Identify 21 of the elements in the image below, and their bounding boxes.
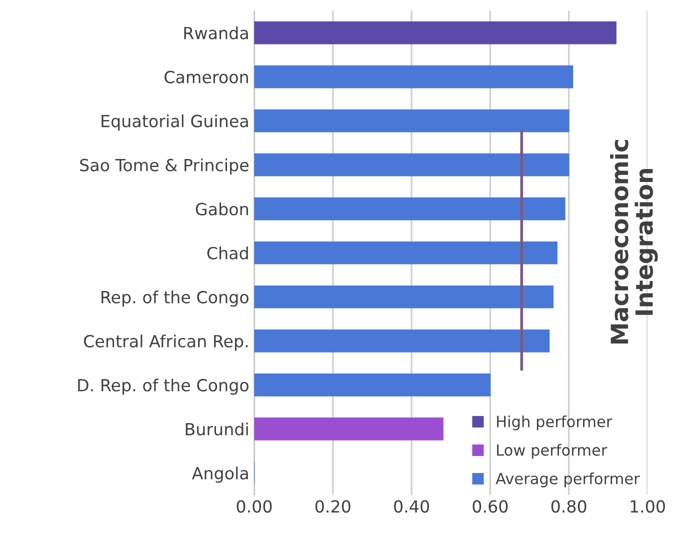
y-tick-label: D. Rep. of the Congo <box>78 378 248 395</box>
legend-label: Low performer <box>497 444 608 459</box>
x-tick-label: 0.80 <box>551 500 586 513</box>
text: Macroeconomic Integration <box>610 140 658 344</box>
x-tick-label: 0.40 <box>394 500 429 513</box>
x-tick-label: 0.20 <box>315 500 350 513</box>
y-tick-label: Rwanda <box>184 26 248 40</box>
y-tick-label: Burundi <box>186 422 248 436</box>
y-tick-label: Rep. of the Congo <box>102 290 248 307</box>
y-tick-label: Cameroon <box>164 70 248 84</box>
y-tick-label: Angola <box>192 466 248 483</box>
y-tick-label: Central African Rep. <box>84 334 248 351</box>
legend-label: Average performer <box>496 472 640 488</box>
y-tick-label: Sao Tome & Principe <box>80 158 248 175</box>
x-tick-label: 1.00 <box>630 500 665 513</box>
y-tick-label: Gabon <box>196 202 248 216</box>
y-tick-label: Equatorial Guinea <box>102 114 248 131</box>
y-tick-label: Chad <box>207 246 248 260</box>
x-tick-label: 0.00 <box>236 500 272 513</box>
x-tick-label: 0.60 <box>472 500 508 513</box>
legend-label: High performer <box>497 415 612 430</box>
